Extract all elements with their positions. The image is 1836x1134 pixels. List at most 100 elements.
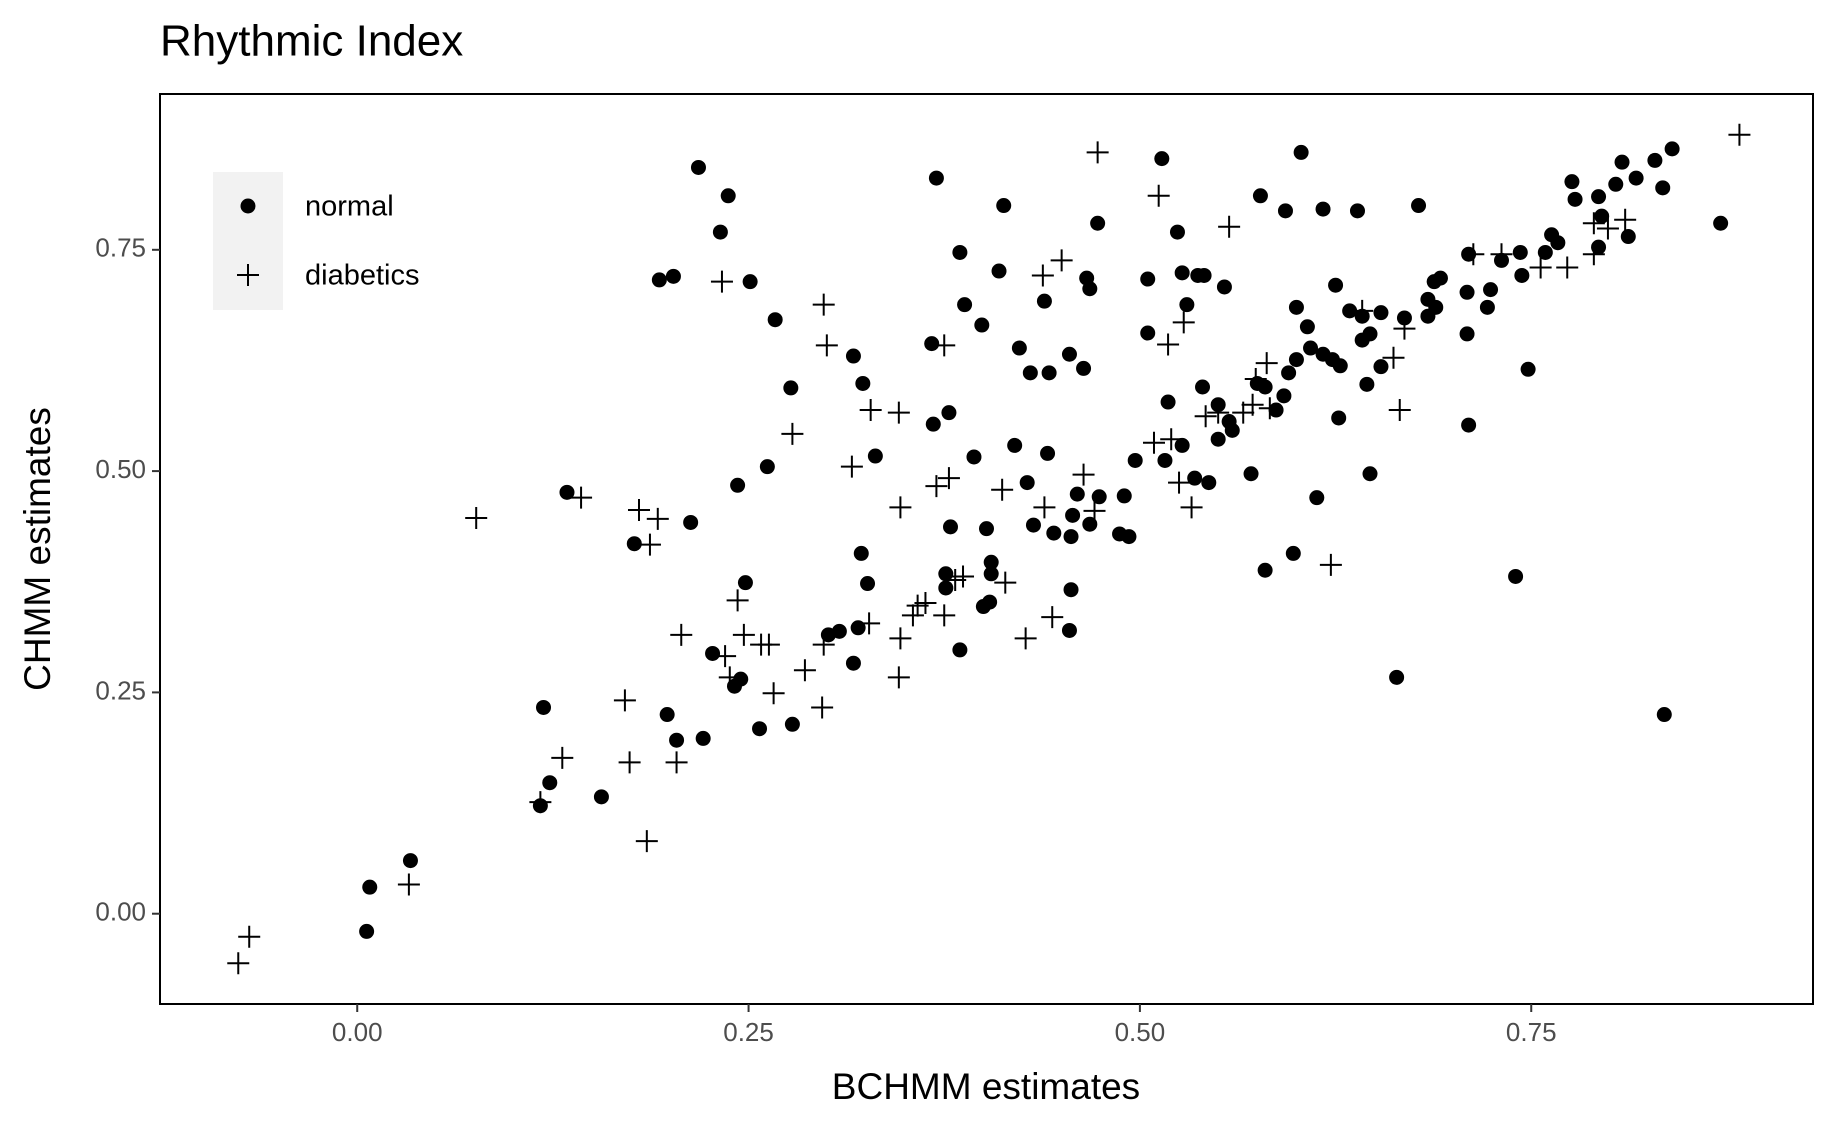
point — [781, 422, 804, 445]
point — [1293, 144, 1309, 160]
point — [1628, 170, 1644, 186]
point — [1257, 562, 1273, 578]
point — [1462, 243, 1485, 266]
point — [1033, 496, 1056, 519]
point — [1116, 488, 1132, 504]
point — [1351, 299, 1374, 322]
point — [982, 594, 998, 610]
point — [362, 879, 378, 895]
point — [1257, 379, 1273, 395]
point — [1608, 176, 1624, 192]
point — [860, 576, 876, 592]
point — [1241, 393, 1264, 416]
point — [983, 554, 999, 570]
point — [1550, 235, 1566, 251]
point — [1319, 553, 1342, 576]
point — [718, 666, 741, 689]
point — [618, 751, 641, 774]
point — [1172, 311, 1195, 334]
point — [1529, 256, 1552, 279]
point — [1147, 184, 1170, 207]
point — [359, 923, 375, 939]
point — [1031, 264, 1054, 287]
point — [1564, 174, 1580, 190]
point — [952, 244, 968, 260]
point — [1179, 297, 1195, 313]
point — [840, 455, 863, 478]
point — [1596, 217, 1619, 240]
point — [730, 477, 746, 493]
point — [1041, 606, 1064, 629]
point — [759, 459, 775, 475]
point — [937, 467, 960, 490]
point — [1063, 582, 1079, 598]
point — [1061, 622, 1077, 638]
point — [1388, 399, 1411, 422]
point — [979, 521, 994, 537]
point — [551, 746, 574, 769]
point — [889, 496, 912, 519]
point — [1210, 431, 1226, 447]
y-tick-label: 0.25 — [95, 675, 146, 705]
point — [1342, 303, 1358, 319]
point — [831, 623, 847, 639]
point — [593, 789, 609, 805]
point — [1664, 141, 1680, 157]
point — [1331, 410, 1347, 426]
point — [1277, 203, 1293, 219]
point — [1582, 243, 1605, 266]
point — [942, 519, 958, 535]
point — [705, 645, 721, 661]
point — [1121, 529, 1137, 545]
point — [1656, 707, 1672, 723]
point — [1713, 215, 1729, 231]
point — [991, 478, 1014, 501]
point — [1046, 525, 1062, 541]
point — [1243, 466, 1259, 482]
point — [1201, 475, 1217, 491]
point — [1160, 394, 1176, 410]
point — [793, 659, 816, 682]
point — [1218, 215, 1241, 238]
point — [889, 627, 912, 650]
point — [1041, 365, 1057, 381]
point — [1065, 507, 1081, 523]
point — [925, 475, 948, 498]
point — [1127, 452, 1143, 468]
point — [1157, 333, 1180, 356]
point — [1299, 319, 1315, 335]
point — [613, 689, 636, 712]
point — [1303, 340, 1319, 356]
point — [1483, 282, 1499, 298]
point — [983, 566, 999, 582]
point — [1315, 201, 1331, 217]
point — [1328, 277, 1344, 293]
point — [1288, 299, 1304, 315]
point — [1011, 340, 1027, 356]
point — [695, 730, 711, 746]
point — [1169, 224, 1185, 240]
point — [690, 159, 706, 175]
point — [1614, 208, 1637, 231]
y-axis-title: CHMM estimates — [17, 407, 58, 691]
point — [812, 293, 835, 316]
point — [762, 682, 785, 705]
point — [1728, 123, 1751, 146]
point — [914, 591, 937, 614]
point — [1428, 299, 1444, 315]
point — [1050, 249, 1073, 272]
point — [397, 873, 420, 896]
point — [1154, 151, 1170, 167]
point — [712, 224, 728, 240]
point — [1508, 568, 1524, 584]
point — [737, 575, 753, 591]
point — [1086, 141, 1109, 164]
point — [635, 830, 658, 853]
point — [742, 274, 758, 290]
point — [1614, 154, 1630, 170]
point — [732, 623, 755, 646]
point — [227, 952, 250, 975]
point — [1014, 627, 1037, 650]
point — [626, 536, 642, 552]
